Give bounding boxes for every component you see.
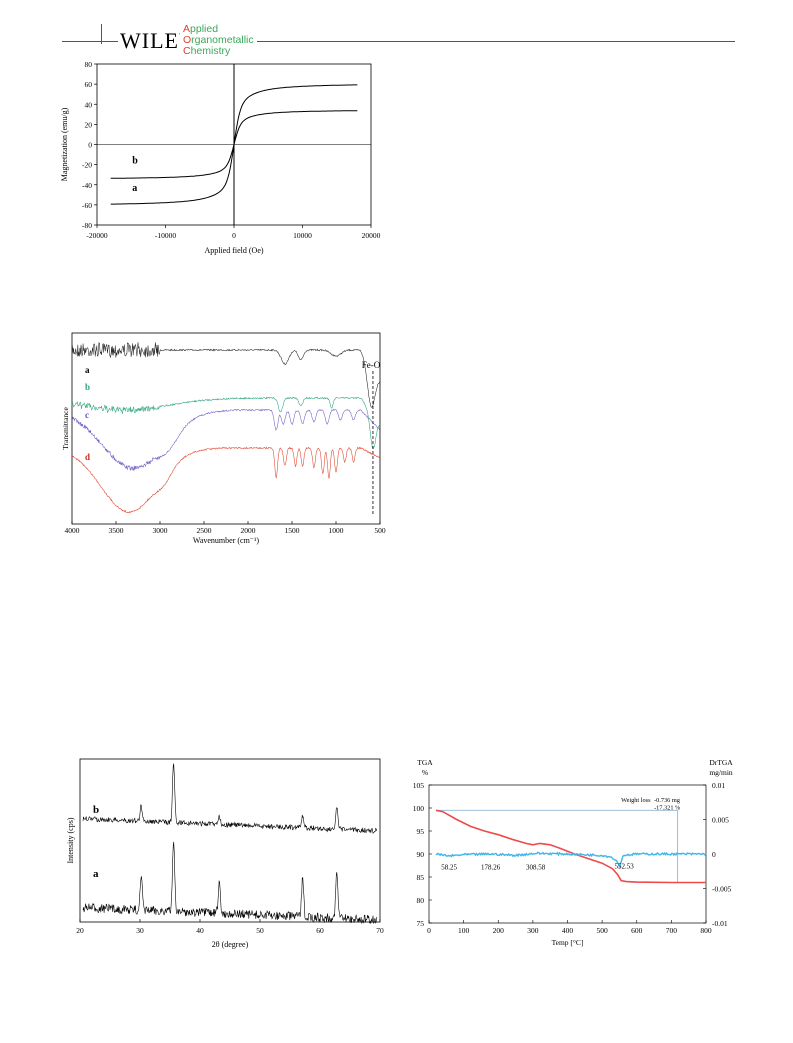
- ftir-series-a: [71, 342, 381, 408]
- xrd-series-b: [82, 763, 378, 834]
- tga-ytick-right-label: 0.01: [712, 781, 725, 790]
- vsm-ylabel: Magnetization (emu/g): [60, 107, 69, 181]
- xrd-xtick-label: 70: [376, 926, 384, 935]
- tga-ytick-right-label: -0.005: [712, 885, 732, 894]
- xrd-xlabel: 2θ (degree): [212, 940, 249, 949]
- header-rule: [62, 41, 735, 42]
- tga-xtick-label: 300: [527, 926, 539, 935]
- tga-ytick-left-label: 95: [417, 827, 425, 836]
- xrd-frame: [79, 758, 381, 923]
- ftir-annotation: Fe-O: [362, 360, 381, 370]
- tga-weight-loss-mg: -0.736 mg: [654, 797, 681, 804]
- ftir-xtick-label: 3500: [109, 526, 124, 535]
- tga-ytick-right-label: 0.005: [712, 816, 729, 825]
- vsm-ytick-label: -20: [82, 161, 92, 170]
- tga-ytick-left-label: 105: [413, 781, 425, 790]
- vsm-ytick-label: 60: [85, 80, 93, 89]
- tga-weight-loss-bracket: [436, 809, 679, 883]
- vsm-ytick-label: 80: [85, 60, 93, 69]
- ftir-series-c: [71, 408, 380, 472]
- tga-xtick-label: 100: [458, 926, 470, 935]
- vsm-xtick-label: -20000: [86, 231, 107, 240]
- vsm-xlabel: Applied field (Oe): [204, 246, 263, 255]
- vsm-curve-label: a: [132, 183, 137, 194]
- header-tick: [101, 24, 102, 44]
- vsm-ytick-label: -60: [82, 201, 92, 210]
- vsm-curve-label: b: [132, 156, 138, 167]
- ftir-ylabel: Transmittance: [61, 407, 70, 450]
- tga-xtick-label: 800: [700, 926, 712, 935]
- ftir-xtick-label: 500: [374, 526, 386, 535]
- ftir-series-label: a: [85, 365, 90, 375]
- tga-series-dtga: [435, 851, 707, 870]
- tga-left-axis-unit: %: [422, 768, 428, 777]
- ftir-xtick-label: 3000: [153, 526, 168, 535]
- vsm-ytick-label: 20: [85, 120, 93, 129]
- ftir-xlabel: Wavenumber (cm⁻¹): [193, 536, 260, 545]
- tga-ytick-left-label: 90: [417, 850, 425, 859]
- xrd-xtick-label: 50: [256, 926, 264, 935]
- xrd-xtick-label: 40: [196, 926, 204, 935]
- tga-right-axis-title: DrTGA: [709, 758, 733, 767]
- tga-ytick-left-label: 80: [417, 896, 425, 905]
- ftir-xtick-label: 4000: [65, 526, 80, 535]
- ftir-series-label: d: [85, 452, 90, 462]
- xrd-series-label: a: [93, 868, 99, 880]
- ftir-frame: [71, 332, 381, 525]
- vsm-ytick-label: -40: [82, 181, 92, 190]
- tga-ytick-right-label: -0.01: [712, 919, 728, 928]
- tga-xtick-label: 0: [427, 926, 431, 935]
- tga-ytick-right-label: 0: [712, 850, 716, 859]
- vsm-ytick-label: 40: [85, 100, 93, 109]
- xrd-series-a: [82, 841, 378, 924]
- journal-logo: Applied Organometallic Chemistry: [180, 24, 257, 57]
- publisher-logo: WILEY: [118, 28, 198, 53]
- tga-peak-label: 58.25: [441, 863, 457, 871]
- tga-weight-loss-label: Weight loss: [621, 797, 651, 804]
- ftir-series-label: c: [85, 410, 89, 420]
- tga-peak-label: 308.58: [526, 863, 546, 871]
- vsm-ytick-label: -80: [82, 221, 92, 230]
- ftir-series-label: b: [85, 382, 90, 392]
- ftir-xtick-label: 2000: [241, 526, 256, 535]
- vsm-xtick-label: -10000: [155, 231, 176, 240]
- vsm-xtick-label: 20000: [362, 231, 381, 240]
- tga-peak-label: 552.53: [615, 862, 635, 870]
- tga-right-axis-unit: mg/min: [709, 768, 733, 777]
- ftir-xtick-label: 1000: [329, 526, 344, 535]
- ftir-series-d: [71, 446, 381, 514]
- tga-left-axis-title: TGA: [417, 758, 433, 767]
- tga-ytick-left-label: 75: [417, 919, 425, 928]
- tga-ytick-left-label: 100: [413, 804, 425, 813]
- xrd-xtick-label: 60: [316, 926, 324, 935]
- ftir-xtick-label: 1500: [285, 526, 300, 535]
- xrd-xtick-label: 30: [136, 926, 144, 935]
- xrd-series-label: b: [93, 804, 99, 816]
- vsm-xtick-label: 10000: [293, 231, 312, 240]
- vsm-series-b: [110, 110, 358, 179]
- tga-ytick-left-label: 85: [417, 873, 425, 882]
- vsm-ytick-label: 0: [88, 141, 92, 150]
- tga-xtick-label: 400: [562, 926, 574, 935]
- xrd-ylabel: Intensity (cps): [66, 817, 75, 863]
- tga-xlabel: Temp [°C]: [552, 938, 584, 947]
- tga-xtick-label: 700: [666, 926, 678, 935]
- tga-series-tga: [435, 809, 706, 884]
- journal-line-3: Chemistry: [183, 45, 231, 57]
- ftir-series-b: [71, 396, 381, 449]
- xrd-xtick-label: 20: [76, 926, 84, 935]
- tga-xtick-label: 600: [631, 926, 643, 935]
- tga-peak-label: 178.26: [481, 863, 501, 871]
- tga-xtick-label: 200: [493, 926, 505, 935]
- vsm-xtick-label: 0: [232, 231, 236, 240]
- journal-line-2: Organometallic: [183, 34, 254, 46]
- tga-weight-loss-pct: -17.321 %: [654, 804, 681, 811]
- ftir-xtick-label: 2500: [197, 526, 212, 535]
- tga-xtick-label: 500: [597, 926, 609, 935]
- journal-line-1: Applied: [183, 23, 219, 35]
